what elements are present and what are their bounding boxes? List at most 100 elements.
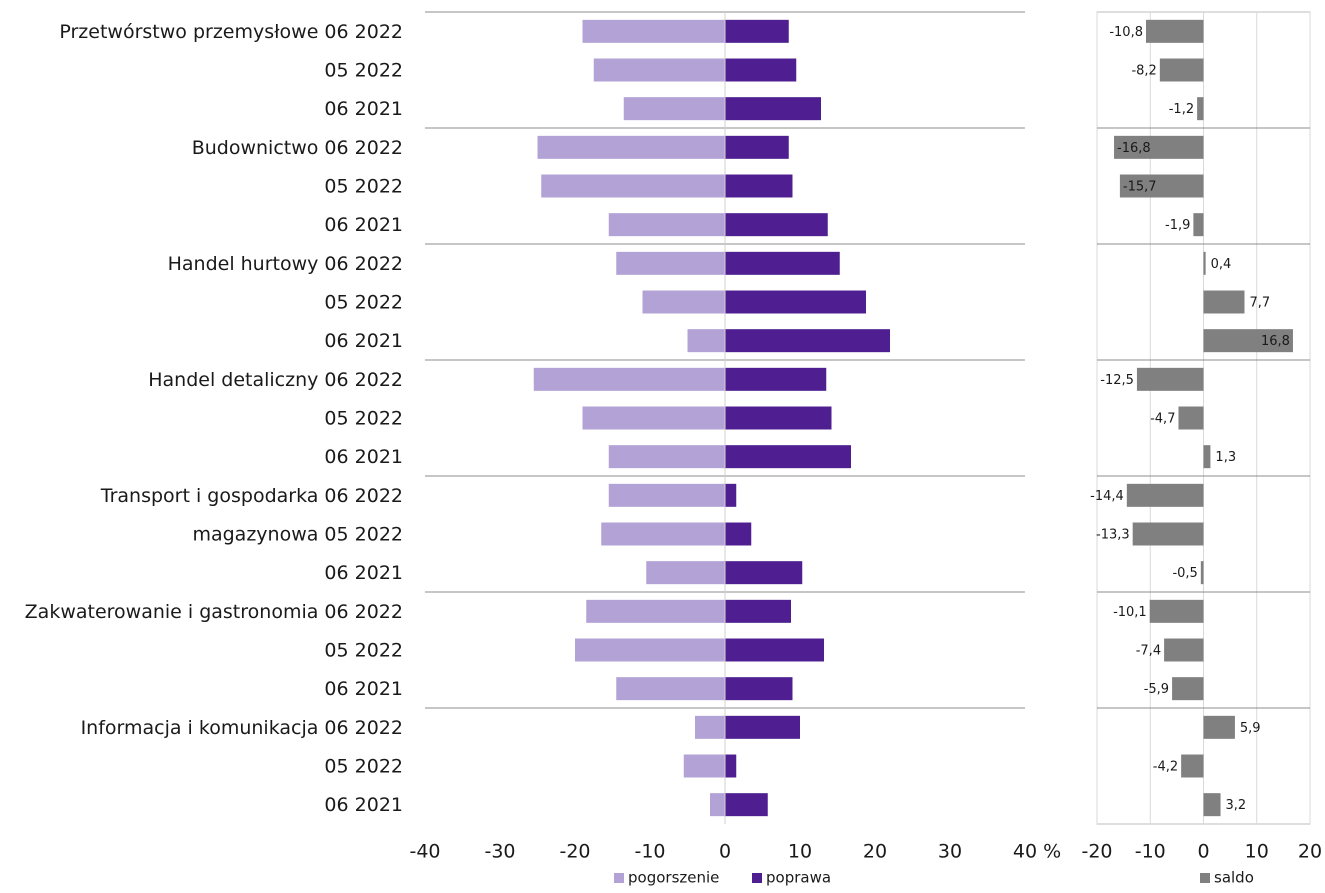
category-label: magazynowa 05 2022	[192, 524, 403, 546]
pogorszenie-bar	[642, 290, 725, 314]
saldo-data-label: -12,5	[1100, 373, 1134, 388]
saldo-x-tick-label: -10	[1135, 841, 1166, 863]
category-label: 06 2021	[324, 330, 403, 352]
saldo-bar	[1181, 754, 1204, 778]
saldo-bar	[1178, 406, 1204, 430]
poprawa-bar	[725, 677, 793, 701]
legend-label-saldo: saldo	[1214, 869, 1254, 887]
category-label: 05 2022	[324, 176, 403, 198]
saldo-data-label: -10,1	[1113, 605, 1147, 620]
poprawa-bar	[725, 58, 797, 82]
legend-swatch-pogorszenie	[614, 873, 624, 883]
poprawa-bar	[725, 174, 793, 198]
saldo-bar	[1159, 58, 1204, 82]
pogorszenie-bar	[687, 329, 725, 353]
pogorszenie-bar	[575, 638, 725, 662]
saldo-bar	[1197, 97, 1204, 121]
pogorszenie-bar	[541, 174, 725, 198]
saldo-data-label: -16,8	[1117, 141, 1151, 156]
saldo-data-label: -14,4	[1090, 489, 1124, 504]
category-label: 06 2021	[324, 446, 403, 468]
saldo-x-tick-label: -20	[1081, 841, 1112, 863]
saldo-bar	[1203, 793, 1221, 817]
saldo-data-label: -8,2	[1131, 64, 1156, 79]
category-label: 06 2021	[324, 678, 403, 700]
poprawa-bar	[725, 19, 789, 43]
pogorszenie-bar	[608, 445, 725, 469]
category-label: Przetwórstwo przemysłowe 06 2022	[59, 21, 403, 43]
x-tick-label: 30	[938, 841, 962, 863]
x-tick-label: 10	[788, 841, 812, 863]
legend-swatch-saldo	[1200, 873, 1210, 883]
legend-swatch-poprawa	[752, 873, 762, 883]
x-tick-label: 0	[719, 841, 731, 863]
saldo-x-tick-label: 10	[1245, 841, 1269, 863]
saldo-bar	[1203, 329, 1293, 353]
poprawa-bar	[725, 213, 828, 237]
pogorszenie-bar	[695, 715, 725, 739]
saldo-bar	[1114, 135, 1204, 159]
poprawa-bar	[725, 367, 827, 391]
category-label: 06 2021	[324, 562, 403, 584]
x-tick-label: -20	[559, 841, 590, 863]
category-label: Budownictwo 06 2022	[192, 137, 403, 159]
saldo-bar	[1119, 174, 1204, 198]
pogorszenie-bar	[608, 483, 725, 507]
pogorszenie-bar	[710, 793, 725, 817]
category-label: 05 2022	[324, 292, 403, 314]
category-label: Zakwaterowanie i gastronomia 06 2022	[25, 601, 403, 623]
saldo-bar	[1203, 251, 1206, 275]
poprawa-bar	[725, 638, 824, 662]
x-tick-label: -40	[409, 841, 440, 863]
poprawa-bar	[725, 251, 840, 275]
category-label: Handel hurtowy 06 2022	[168, 253, 403, 275]
pogorszenie-bar	[616, 677, 725, 701]
saldo-data-label: -15,7	[1123, 180, 1157, 195]
saldo-data-label: 7,7	[1250, 296, 1271, 311]
poprawa-bar	[725, 599, 791, 623]
pogorszenie-bar	[683, 754, 725, 778]
saldo-data-label: -1,9	[1165, 218, 1190, 233]
saldo-data-label: -0,5	[1172, 566, 1197, 581]
poprawa-bar	[725, 754, 737, 778]
saldo-bar	[1200, 561, 1204, 585]
saldo-data-label: -4,2	[1153, 760, 1178, 775]
saldo-x-tick-label: 0	[1197, 841, 1209, 863]
pogorszenie-bar	[601, 522, 725, 546]
saldo-data-label: -1,2	[1169, 102, 1194, 117]
saldo-bar	[1132, 522, 1204, 546]
saldo-data-label: -13,3	[1096, 528, 1130, 543]
saldo-bar	[1193, 213, 1204, 237]
poprawa-bar	[725, 135, 789, 159]
category-label: 05 2022	[324, 640, 403, 662]
saldo-bar	[1203, 715, 1235, 739]
saldo-data-label: 16,8	[1261, 334, 1290, 349]
saldo-data-label: 1,3	[1215, 450, 1236, 465]
saldo-bar	[1203, 445, 1211, 469]
saldo-bar	[1126, 483, 1204, 507]
poprawa-bar	[725, 561, 803, 585]
poprawa-bar	[725, 715, 800, 739]
saldo-bar	[1145, 19, 1204, 43]
pogorszenie-bar	[537, 135, 725, 159]
poprawa-bar	[725, 406, 832, 430]
poprawa-bar	[725, 329, 890, 353]
saldo-data-label: -10,8	[1109, 25, 1143, 40]
pogorszenie-bar	[608, 213, 725, 237]
pogorszenie-bar	[623, 97, 725, 121]
x-tick-label: -10	[634, 841, 665, 863]
x-tick-label: 40 %	[1013, 841, 1061, 863]
poprawa-bar	[725, 522, 752, 546]
category-label: 05 2022	[324, 756, 403, 778]
category-label: 06 2021	[324, 214, 403, 236]
legend-label-pogorszenie: pogorszenie	[628, 869, 719, 887]
pogorszenie-bar	[586, 599, 725, 623]
pogorszenie-bar	[646, 561, 725, 585]
saldo-bar	[1149, 599, 1204, 623]
pogorszenie-bar	[616, 251, 725, 275]
saldo-data-label: 3,2	[1226, 798, 1247, 813]
poprawa-bar	[725, 445, 851, 469]
saldo-bar	[1164, 638, 1204, 662]
